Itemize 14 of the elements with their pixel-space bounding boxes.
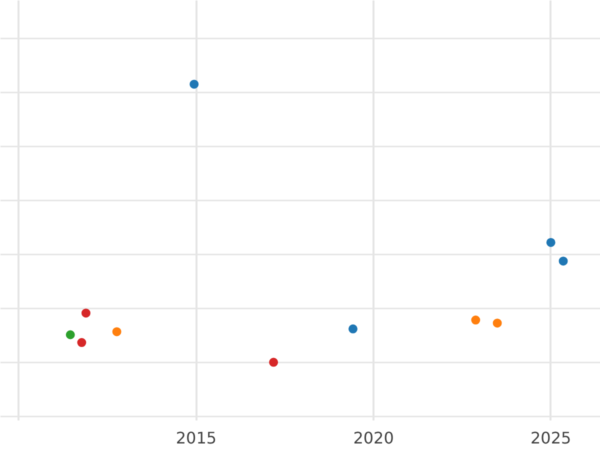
point xyxy=(492,318,502,328)
x-tick-label: 2020 xyxy=(353,428,394,448)
point xyxy=(112,327,122,336)
point xyxy=(546,238,556,247)
x-tick-label: 2025 xyxy=(530,428,572,448)
point xyxy=(81,308,90,318)
x-tick-label: 2015 xyxy=(176,428,217,448)
point xyxy=(471,316,480,325)
point xyxy=(558,256,568,266)
point xyxy=(269,358,278,367)
point xyxy=(77,338,86,348)
point xyxy=(348,324,358,334)
point xyxy=(66,330,75,340)
point xyxy=(190,80,199,89)
